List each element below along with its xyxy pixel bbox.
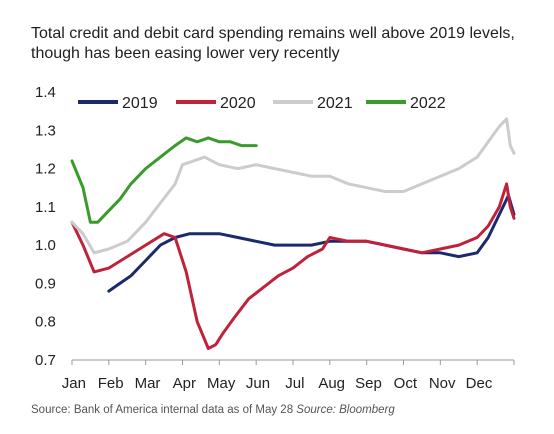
x-tick-label: Jun [246,375,270,392]
x-tick-label: Dec [466,375,493,392]
y-tick-label: 1.4 [35,84,56,101]
x-tick-label: Jul [285,375,304,392]
legend-label-2021: 2021 [317,95,353,112]
y-tick-label: 1.3 [35,122,56,139]
x-tick-label: Nov [429,375,456,392]
y-tick-label: 1.0 [35,237,56,254]
series-line-2020 [70,182,516,350]
x-tick-label: Feb [98,375,124,392]
x-tick-label: Aug [318,375,345,392]
source-italic: Source: Bloomberg [296,404,395,416]
x-tick-label: May [207,375,236,392]
x-tick-label: Jan [62,375,86,392]
source-note: Source: Bank of America internal data as… [31,404,395,416]
y-tick-label: 1.1 [35,199,56,216]
y-tick-label: 1.2 [35,161,56,178]
y-tick-label: 0.8 [35,314,56,331]
series-line-2019 [107,193,516,293]
series-line-2021 [70,117,516,255]
x-tick-label: Apr [173,375,196,392]
x-tick-label: Mar [135,375,161,392]
legend-label-2020: 2020 [220,95,256,112]
x-tick-label: Oct [394,375,418,392]
x-tick-label: Sep [355,375,382,392]
legend-label-2019: 2019 [122,95,158,112]
y-tick-label: 0.7 [35,352,56,369]
y-tick-label: 0.9 [35,275,56,292]
chart-title: Total credit and debit card spending rem… [31,25,515,62]
legend-label-2022: 2022 [410,95,446,112]
series-line-2022 [70,136,258,224]
source-text: Source: Bank of America internal data as… [31,404,294,416]
